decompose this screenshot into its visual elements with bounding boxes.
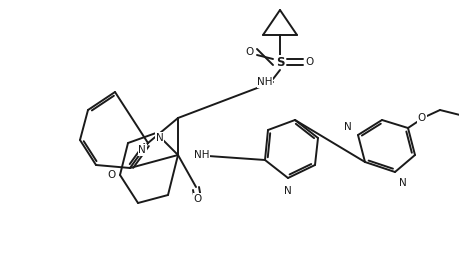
Text: O: O [246, 47, 253, 57]
Text: N: N [156, 133, 163, 143]
Text: N: N [284, 186, 291, 196]
Text: N: N [398, 178, 406, 188]
Text: N: N [138, 145, 146, 155]
Text: O: O [417, 113, 425, 123]
Text: NH: NH [194, 150, 209, 160]
Text: O: O [305, 57, 313, 67]
Text: S: S [275, 55, 284, 69]
Text: N: N [343, 122, 351, 132]
Text: O: O [193, 194, 202, 204]
Text: NH: NH [257, 77, 272, 87]
Text: O: O [108, 170, 116, 180]
